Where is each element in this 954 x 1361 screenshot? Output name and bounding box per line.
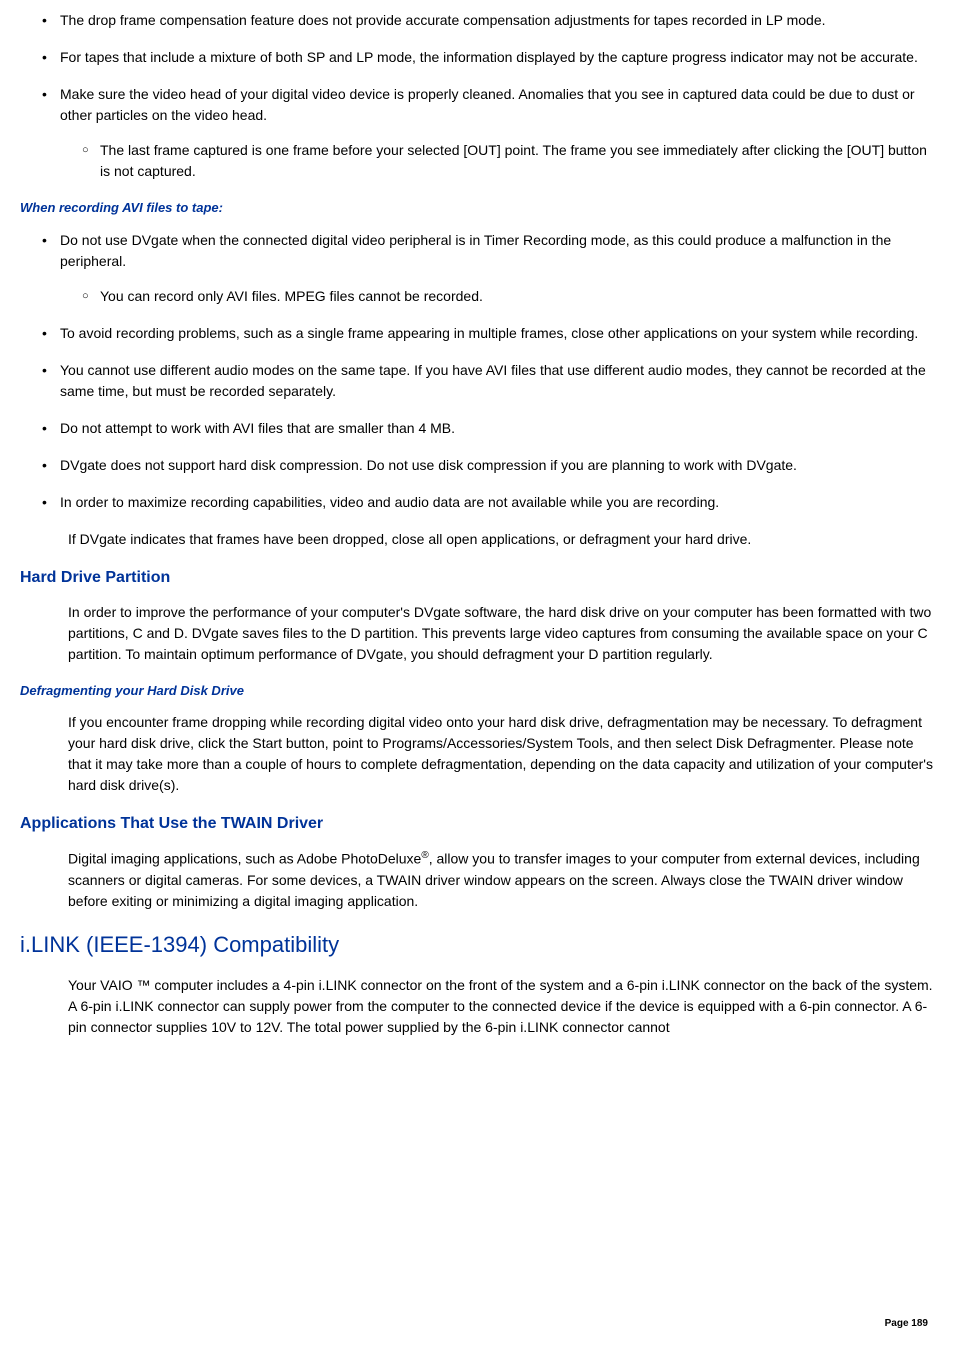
- dropped-frames-paragraph: If DVgate indicates that frames have bee…: [68, 529, 934, 550]
- list-item: Do not attempt to work with AVI files th…: [42, 418, 934, 439]
- list-item: Do not use DVgate when the connected dig…: [42, 230, 934, 307]
- sub-bullet-list: You can record only AVI files. MPEG file…: [82, 286, 934, 307]
- page-wrapper: The drop frame compensation feature does…: [20, 10, 934, 1341]
- defrag-paragraph: If you encounter frame dropping while re…: [68, 712, 934, 796]
- list-item-text: Make sure the video head of your digital…: [60, 86, 915, 123]
- recording-subheading: When recording AVI files to tape:: [20, 198, 934, 218]
- registered-symbol: ®: [421, 850, 428, 861]
- top-bullet-list: The drop frame compensation feature does…: [42, 10, 934, 182]
- page-number: Page 189: [885, 1316, 928, 1331]
- list-item-text: Do not use DVgate when the connected dig…: [60, 232, 891, 269]
- list-item: DVgate does not support hard disk compre…: [42, 455, 934, 476]
- hdd-partition-heading: Hard Drive Partition: [20, 566, 934, 590]
- hdd-partition-paragraph: In order to improve the performance of y…: [68, 602, 934, 665]
- twain-text-1: Digital imaging applications, such as Ad…: [68, 851, 421, 867]
- recording-bullet-list: Do not use DVgate when the connected dig…: [42, 230, 934, 513]
- list-item: The last frame captured is one frame bef…: [82, 140, 934, 182]
- list-item: To avoid recording problems, such as a s…: [42, 323, 934, 344]
- ilink-heading: i.LINK (IEEE-1394) Compatibility: [20, 928, 934, 961]
- sub-bullet-list: The last frame captured is one frame bef…: [82, 140, 934, 182]
- list-item: In order to maximize recording capabilit…: [42, 492, 934, 513]
- list-item: You can record only AVI files. MPEG file…: [82, 286, 934, 307]
- list-item: Make sure the video head of your digital…: [42, 84, 934, 182]
- list-item: You cannot use different audio modes on …: [42, 360, 934, 402]
- defrag-subheading: Defragmenting your Hard Disk Drive: [20, 681, 934, 701]
- ilink-paragraph: Your VAIO ™ computer includes a 4-pin i.…: [68, 975, 934, 1038]
- twain-heading: Applications That Use the TWAIN Driver: [20, 812, 934, 836]
- list-item: The drop frame compensation feature does…: [42, 10, 934, 31]
- twain-paragraph: Digital imaging applications, such as Ad…: [68, 848, 934, 912]
- list-item: For tapes that include a mixture of both…: [42, 47, 934, 68]
